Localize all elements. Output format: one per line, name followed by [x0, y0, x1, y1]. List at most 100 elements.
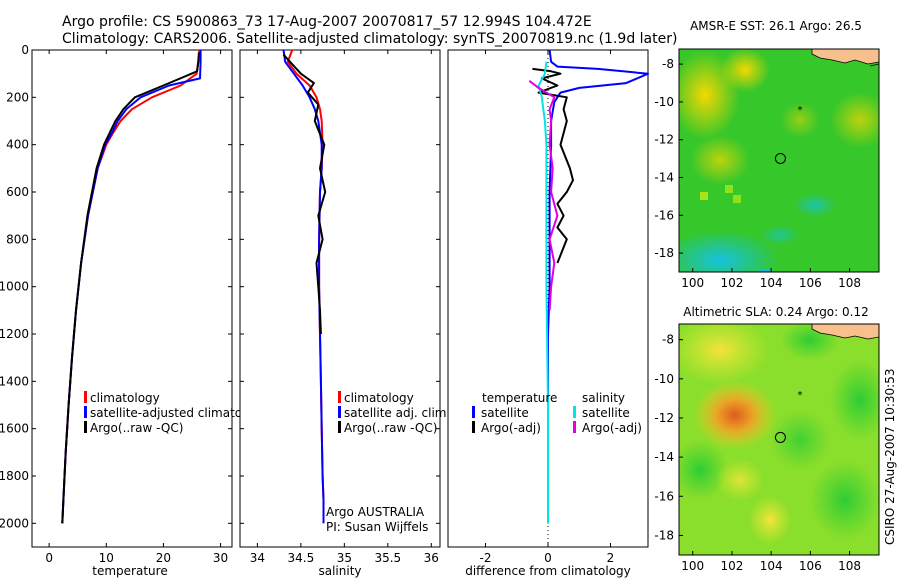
pi-label: PI: Susan Wijffels — [326, 520, 428, 534]
map-y-tick-label: -18 — [654, 246, 674, 260]
difference-legend: temperature satellite Argo(-adj) salinit… — [472, 391, 642, 435]
y-tick-label: 800 — [6, 232, 29, 246]
sst-map-star: * — [798, 105, 803, 116]
legend-swatch-climatology — [338, 391, 341, 403]
legend-swatch-satellite — [338, 406, 341, 418]
map-y-tick-label: -10 — [654, 372, 674, 386]
legend-label-satellite: satellite adj. clim. — [344, 406, 450, 420]
map-x-tick-label: 100 — [681, 276, 704, 290]
sst-map: AMSR-E SST: 26.1 Argo: 26.5 -8 -10 -12 -14 -… — [654, 19, 880, 290]
map-x-tick-label: 102 — [720, 559, 743, 573]
x-tick-label: 30 — [213, 551, 228, 565]
salinity-legend: climatology satellite adj. clim. Argo(..… — [338, 391, 450, 435]
land-mass — [811, 324, 879, 340]
x-tick-label: 2 — [607, 551, 615, 565]
y-tick-label: 2000 — [0, 516, 29, 530]
temperature-legend: climatology satellite-adjusted climatolo… — [84, 391, 268, 435]
legend-label-sal-argo: Argo(-adj) — [582, 421, 642, 435]
sla-map-title: Altimetric SLA: 0.24 Argo: 0.12 — [683, 305, 868, 319]
y-tick-label: 1200 — [0, 327, 29, 341]
legend-label-temp-satellite: satellite — [481, 406, 529, 420]
x-tick-label: 0 — [544, 551, 552, 565]
legend-swatch-argo — [84, 421, 87, 433]
sst-map-frame — [678, 48, 880, 273]
x-tick-label: 34.5 — [288, 551, 315, 565]
map-y-tick-label: -12 — [654, 133, 674, 147]
map-y-tick-label: -14 — [654, 450, 674, 464]
x-tick-label: 34 — [250, 551, 265, 565]
legend-label-climatology: climatology — [90, 391, 160, 405]
map-y-tick-label: -16 — [654, 208, 674, 222]
map-x-tick-label: 104 — [760, 559, 783, 573]
sst-map-title: AMSR-E SST: 26.1 Argo: 26.5 — [690, 19, 862, 33]
difference-panel: -2 0 2 difference from climatology tempera… — [447, 49, 649, 578]
sla-field — [679, 324, 879, 555]
map-x-tick-label: 108 — [838, 559, 861, 573]
temperature-panel: 0 200 400 600 800 1000 1200 1400 1600 1800 2000 0 1… — [0, 43, 268, 578]
land-mass — [811, 49, 879, 65]
temperature-xlabel: temperature — [92, 564, 167, 578]
legend-swatch-climatology — [84, 391, 87, 403]
x-tick-label: 35.5 — [374, 551, 401, 565]
map-y-tick-label: -8 — [662, 57, 674, 71]
map-x-tick-label: 104 — [760, 276, 783, 290]
map-x-tick-label: 106 — [799, 559, 822, 573]
map-y-tick-label: -12 — [654, 411, 674, 425]
legend-label-satellite: satellite-adjusted climatology — [90, 406, 268, 420]
map-y-tick-label: -10 — [654, 95, 674, 109]
x-tick-label: 36 — [424, 551, 439, 565]
legend-heading-temperature: temperature — [482, 391, 557, 405]
sla-map: Altimetric SLA: 0.24 Argo: 0.12 -8 -10 -12… — [654, 305, 880, 573]
profile-location-marker — [774, 152, 786, 164]
legend-swatch-sal-argo — [573, 421, 576, 433]
y-tick-label: 400 — [6, 138, 29, 152]
series-line-3 — [282, 54, 327, 335]
y-tick-label: 600 — [6, 185, 29, 199]
legend-swatch-argo — [338, 421, 341, 433]
legend-label-temp-argo: Argo(-adj) — [481, 421, 541, 435]
salinity-xlabel: salinity — [318, 564, 361, 578]
map-x-tick-label: 106 — [799, 276, 822, 290]
figure-title-line2: Climatology: CARS2006. Satellite-adjuste… — [62, 31, 677, 47]
sla-map-star: * — [798, 390, 803, 401]
legend-label-argo: Argo(..raw -QC) — [90, 421, 183, 435]
legend-swatch-satellite — [84, 406, 87, 418]
y-tick-label: 0 — [21, 43, 29, 57]
legend-swatch-temp-satellite — [472, 406, 475, 418]
profile-location-marker — [774, 431, 786, 443]
x-tick-label: 20 — [156, 551, 171, 565]
legend-label-climatology: climatology — [344, 391, 414, 405]
map-y-tick-label: -8 — [662, 333, 674, 347]
x-tick-label: 35 — [337, 551, 352, 565]
y-tick-label: 200 — [6, 90, 29, 104]
legend-label-argo: Argo(..raw -QC) — [344, 421, 437, 435]
salinity-panel: 34 34.5 35 35.5 36 salinity climatology sate… — [239, 49, 450, 578]
map-y-tick-label: -16 — [654, 489, 674, 503]
series-line-2 — [282, 49, 325, 524]
side-timestamp: CSIRO 27-Aug-2007 10:30:53 — [883, 369, 897, 545]
x-tick-label: 0 — [45, 551, 53, 565]
legend-swatch-temp-argo — [472, 421, 475, 433]
y-tick-label: 1000 — [0, 280, 29, 294]
map-y-tick-label: -18 — [654, 528, 674, 542]
series-line-3 — [537, 61, 549, 524]
salinity-plot-frame — [239, 49, 441, 548]
difference-xlabel: difference from climatology — [465, 564, 631, 578]
series-line-3 — [61, 52, 200, 524]
institution-label: Argo AUSTRALIA — [326, 505, 425, 519]
legend-swatch-sal-satellite — [573, 406, 576, 418]
series-line-4 — [528, 80, 559, 311]
map-x-tick-label: 100 — [681, 559, 704, 573]
x-tick-label: -2 — [480, 551, 492, 565]
x-tick-label: 10 — [99, 551, 114, 565]
map-y-tick-label: -14 — [654, 171, 674, 185]
series-line-2 — [532, 67, 574, 264]
y-tick-label: 1400 — [0, 374, 29, 388]
sla-map-frame — [678, 323, 880, 556]
map-x-tick-label: 102 — [720, 276, 743, 290]
legend-label-sal-satellite: satellite — [582, 406, 630, 420]
legend-heading-salinity: salinity — [582, 391, 625, 405]
y-tick-label: 1600 — [0, 422, 29, 436]
y-tick-label: 1800 — [0, 469, 29, 483]
